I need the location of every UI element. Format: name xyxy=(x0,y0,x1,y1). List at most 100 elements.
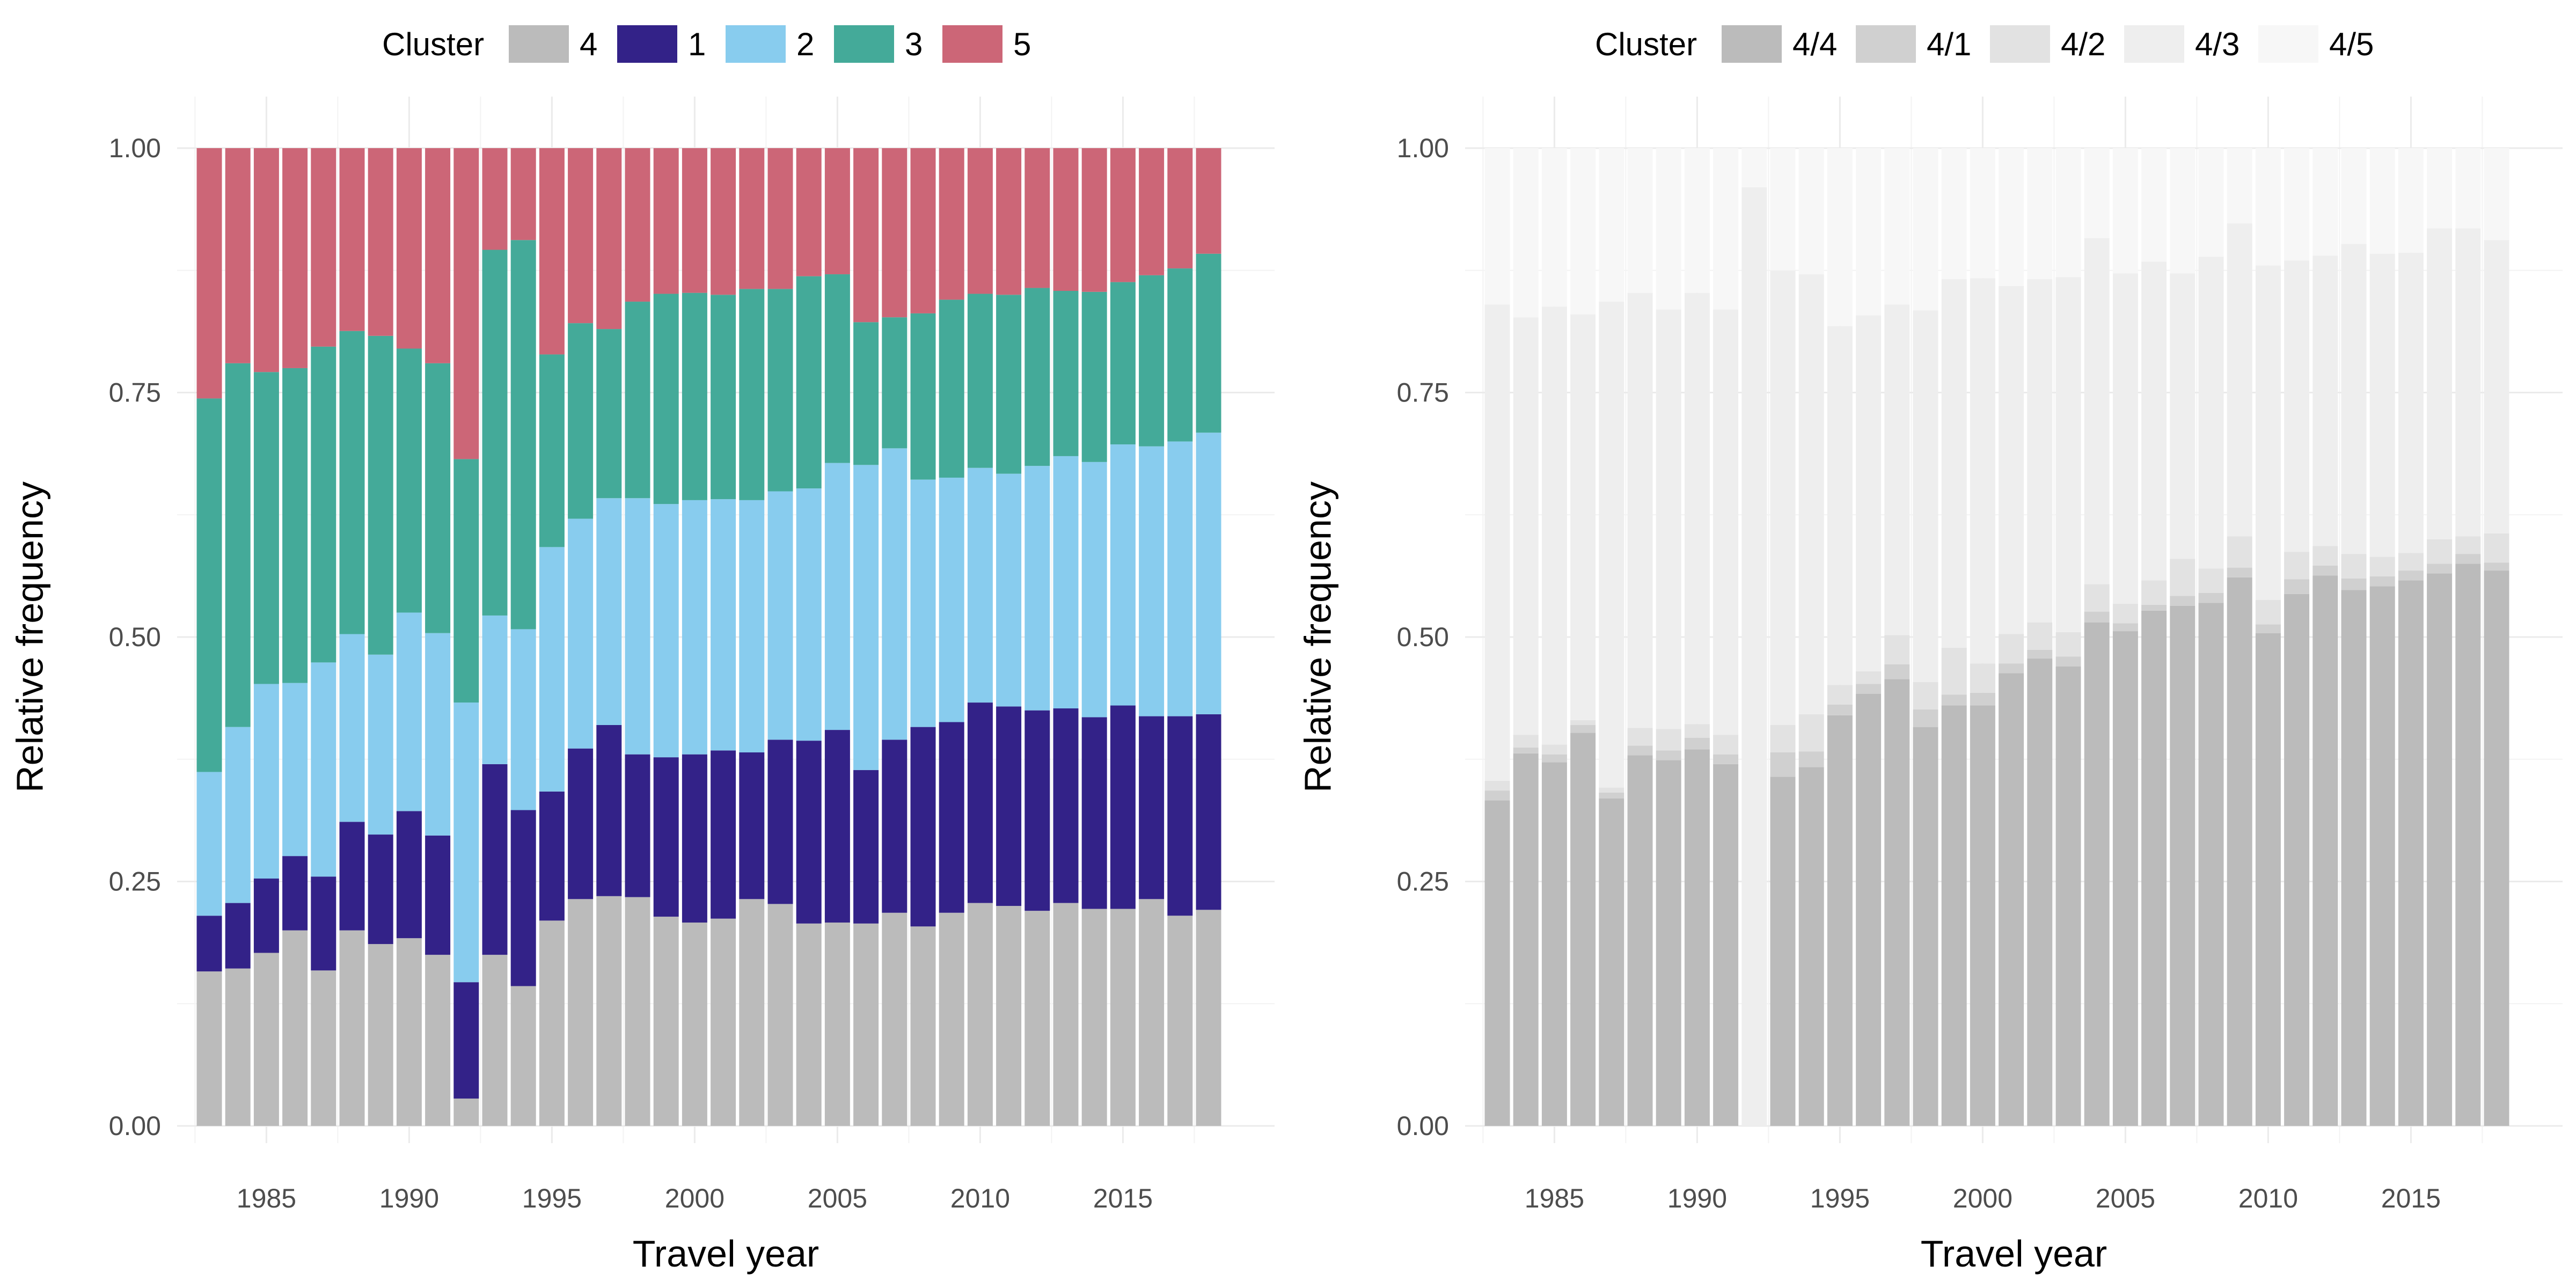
bar-1989-cluster-4 xyxy=(368,944,393,1126)
bar-1989-cluster-3 xyxy=(368,335,393,655)
bar-2017-cluster-3 xyxy=(1167,268,1193,442)
bar-1989-cluster-1 xyxy=(368,835,393,945)
bar-1983-cluster-1 xyxy=(196,916,222,972)
bar-1996-cluster-4-4 xyxy=(1856,693,1882,1126)
bar-1986-cluster-1 xyxy=(282,856,308,931)
bar-1999-cluster-4-4 xyxy=(1941,705,1967,1126)
bar-1987-cluster-4-3 xyxy=(1599,302,1624,788)
bar-2002-cluster-4-3 xyxy=(2027,279,2053,623)
bar-2005-cluster-4 xyxy=(824,923,850,1126)
bar-1991-cluster-4-5 xyxy=(1713,148,1739,310)
bar-2004-cluster-4-3 xyxy=(2084,238,2110,584)
x-tick-label: 1985 xyxy=(237,1183,296,1213)
bar-2005-cluster-4-2 xyxy=(2112,604,2138,624)
bar-2011-cluster-4-5 xyxy=(2284,148,2310,261)
bar-1986-cluster-2 xyxy=(282,683,308,857)
bar-1992-cluster-2 xyxy=(453,702,479,983)
bar-1998-cluster-2 xyxy=(625,498,650,755)
bar-1990-cluster-4-1 xyxy=(1684,737,1710,750)
bar-1990-cluster-4-5 xyxy=(1684,148,1710,293)
bar-2013-cluster-5 xyxy=(1053,148,1079,291)
bar-2007-cluster-4-2 xyxy=(2170,559,2196,596)
x-tick-label: 2000 xyxy=(1953,1183,2012,1213)
bar-1983-cluster-4 xyxy=(196,971,222,1126)
bar-2000-cluster-4-2 xyxy=(1970,663,1995,693)
bar-2009-cluster-2 xyxy=(939,478,964,722)
bar-1999-cluster-4 xyxy=(653,917,679,1126)
bar-1995-cluster-4-4 xyxy=(1827,715,1853,1126)
bar-1995-cluster-1 xyxy=(539,791,565,921)
bar-2004-cluster-4-4 xyxy=(2084,622,2110,1126)
bar-2007-cluster-2 xyxy=(882,448,908,740)
bar-2014-cluster-4-1 xyxy=(2369,576,2395,587)
bar-2001-cluster-1 xyxy=(711,750,736,919)
bar-2011-cluster-4-4 xyxy=(2284,594,2310,1126)
bar-2005-cluster-1 xyxy=(824,730,850,923)
bar-1997-cluster-4-4 xyxy=(1884,679,1910,1126)
x-tick-label: 1990 xyxy=(1667,1183,1727,1213)
legend-label: 4/5 xyxy=(2329,26,2374,62)
bar-1990-cluster-4-3 xyxy=(1684,292,1710,724)
bar-1984-cluster-1 xyxy=(225,903,251,969)
bar-1996-cluster-4-3 xyxy=(1856,315,1882,671)
bar-2016-cluster-3 xyxy=(1139,275,1165,447)
bar-1994-cluster-5 xyxy=(510,148,536,240)
legend-key xyxy=(2258,25,2318,63)
bar-2012-cluster-2 xyxy=(1024,466,1050,711)
bar-1990-cluster-4 xyxy=(396,938,422,1126)
legend-label: 5 xyxy=(1013,26,1031,62)
bar-2000-cluster-1 xyxy=(682,754,707,923)
bar-1999-cluster-1 xyxy=(653,757,679,917)
bar-1985-cluster-4 xyxy=(253,953,279,1126)
bar-1995-cluster-4-1 xyxy=(1827,704,1853,715)
bar-1983-cluster-4-2 xyxy=(1484,780,1510,791)
bar-1983-cluster-2 xyxy=(196,772,222,916)
bar-2007-cluster-4-1 xyxy=(2170,596,2196,606)
bar-2014-cluster-2 xyxy=(1081,462,1107,718)
bar-2001-cluster-2 xyxy=(711,499,736,751)
bar-1984-cluster-4-5 xyxy=(1513,148,1539,318)
bar-1991-cluster-3 xyxy=(425,363,451,633)
x-axis-title: Travel year xyxy=(1921,1233,2107,1275)
bar-1985-cluster-4-2 xyxy=(1541,744,1567,755)
bar-2011-cluster-4-1 xyxy=(2284,579,2310,594)
bar-1994-cluster-2 xyxy=(510,629,536,810)
bar-2014-cluster-4-3 xyxy=(2369,253,2395,557)
bar-2001-cluster-4 xyxy=(711,918,736,1126)
bar-1990-cluster-4-2 xyxy=(1684,724,1710,738)
x-tick-label: 2010 xyxy=(950,1183,1010,1213)
bar-1997-cluster-4-3 xyxy=(1884,304,1910,635)
bar-1989-cluster-5 xyxy=(368,148,393,336)
bar-2005-cluster-3 xyxy=(824,274,850,463)
bar-1989-cluster-4-3 xyxy=(1656,309,1681,729)
x-tick-label: 2015 xyxy=(2381,1183,2441,1213)
bar-2011-cluster-4-3 xyxy=(2284,260,2310,552)
bar-2015-cluster-3 xyxy=(1110,282,1136,445)
bar-1991-cluster-4-3 xyxy=(1713,309,1739,735)
bar-2015-cluster-2 xyxy=(1110,444,1136,706)
bar-2017-cluster-5 xyxy=(1167,148,1193,269)
bar-1995-cluster-2 xyxy=(539,547,565,792)
bar-1998-cluster-3 xyxy=(625,302,650,499)
legend-label: 4/1 xyxy=(1927,26,1971,62)
bar-2007-cluster-1 xyxy=(882,740,908,913)
x-tick-label: 2005 xyxy=(808,1183,867,1213)
bar-2005-cluster-4-5 xyxy=(2112,148,2138,274)
bar-2005-cluster-4-4 xyxy=(2112,631,2138,1126)
bar-1988-cluster-4 xyxy=(339,930,365,1126)
bar-1996-cluster-4-1 xyxy=(1856,684,1882,694)
bar-2006-cluster-1 xyxy=(853,770,879,924)
bar-2016-cluster-4 xyxy=(1139,899,1165,1126)
bar-2009-cluster-3 xyxy=(939,299,964,478)
bar-2003-cluster-5 xyxy=(767,148,793,289)
bar-1988-cluster-4-4 xyxy=(1627,755,1653,1126)
bar-2003-cluster-4-1 xyxy=(2055,656,2081,667)
bar-2005-cluster-4-1 xyxy=(2112,623,2138,632)
bar-2012-cluster-4-3 xyxy=(2312,255,2338,546)
bar-2018-cluster-2 xyxy=(1196,433,1221,714)
bar-1997-cluster-2 xyxy=(596,498,622,725)
bar-1997-cluster-4-5 xyxy=(1884,148,1910,305)
bar-2009-cluster-4-1 xyxy=(2227,567,2252,577)
bar-1986-cluster-4-2 xyxy=(1570,720,1596,725)
bar-2003-cluster-2 xyxy=(767,491,793,740)
